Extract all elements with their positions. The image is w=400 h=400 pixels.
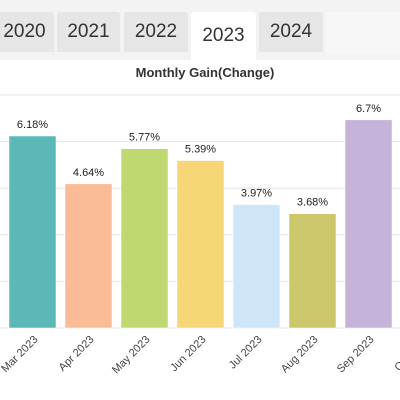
- tab-2020[interactable]: 2020: [0, 12, 54, 52]
- data-label: 3.97%: [241, 188, 272, 200]
- bar[interactable]: [64, 183, 113, 329]
- chart-title: Monthly Gain(Change): [136, 65, 275, 80]
- data-label: 6.18%: [17, 119, 48, 131]
- x-tick-label: Jun 2023: [168, 334, 208, 374]
- x-tick-label: Oct 2023: [393, 334, 400, 374]
- bar[interactable]: [8, 135, 57, 329]
- bar[interactable]: [232, 204, 281, 329]
- data-label: 6.7%: [356, 103, 381, 115]
- bar[interactable]: [120, 148, 169, 329]
- bar[interactable]: [344, 119, 393, 329]
- monthly-gain-chart: Monthly Gain(Change) 6.18% 4.64% 5.77% 5.39…: [0, 65, 400, 377]
- tab-bar-empty-space: [326, 12, 400, 54]
- x-tick-label: Jul 2023: [227, 334, 265, 372]
- tab-2021[interactable]: 2021: [57, 12, 120, 52]
- data-label: 4.64%: [73, 167, 104, 179]
- year-tab-bar: 2020 2021 2022 2023 2024: [0, 0, 400, 60]
- tab-2023[interactable]: 2023: [191, 12, 256, 60]
- x-tick-label: Mar 2023: [0, 334, 41, 375]
- x-tick-label: May 2023: [110, 334, 153, 377]
- bar[interactable]: [176, 160, 225, 329]
- bar[interactable]: [288, 213, 337, 329]
- x-tick-label: Sep 2023: [335, 334, 377, 376]
- tab-2024[interactable]: 2024: [259, 12, 323, 52]
- data-label: 5.77%: [129, 132, 160, 144]
- data-label: 3.68%: [297, 197, 328, 209]
- x-tick-label: Apr 2023: [57, 334, 97, 374]
- x-tick-label: Aug 2023: [279, 334, 321, 376]
- data-label: 5.39%: [185, 144, 216, 156]
- tab-2022[interactable]: 2022: [124, 12, 188, 52]
